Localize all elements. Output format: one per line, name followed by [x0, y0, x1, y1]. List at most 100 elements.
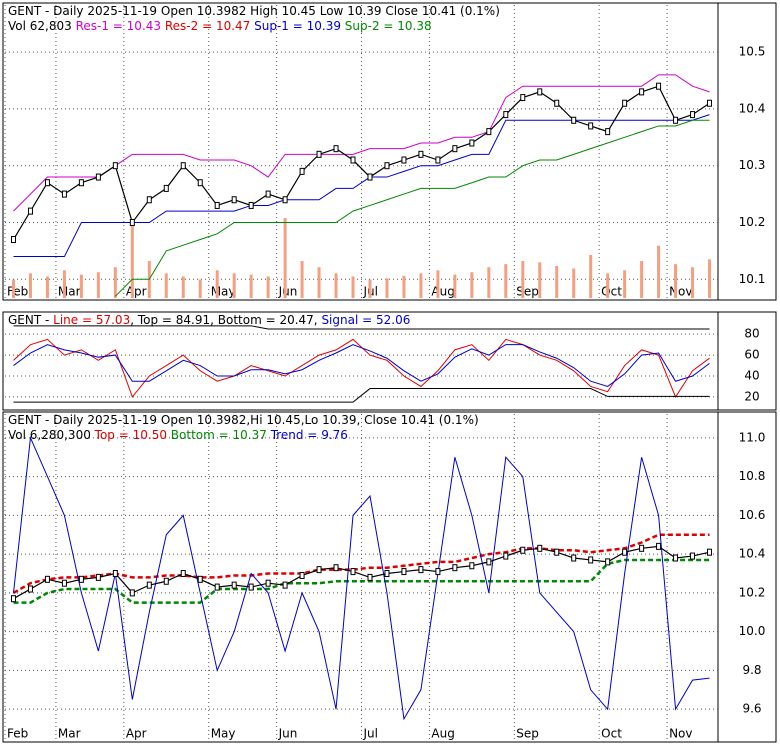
- price-candle: [163, 184, 169, 192]
- x-tick-label: Nov: [669, 727, 692, 741]
- volume-bar: [198, 279, 202, 298]
- y-tick-label: 10.8: [739, 469, 766, 483]
- price-candle: [622, 548, 628, 556]
- volume-bar: [589, 254, 593, 298]
- x-tick-label: Aug: [431, 727, 454, 741]
- x-tick-label: Nov: [669, 285, 692, 299]
- price-candle: [367, 173, 373, 181]
- volume-bar: [79, 274, 83, 298]
- price-candle: [435, 568, 441, 576]
- header-text: Vol 6,280,300: [8, 428, 91, 442]
- y-tick-label: 10.0: [739, 624, 766, 638]
- price-candle: [10, 236, 16, 244]
- x-tick-label: May: [211, 285, 236, 299]
- x-tick-label: Sep: [516, 727, 539, 741]
- volume-bar: [351, 276, 355, 298]
- volume-bar: [657, 245, 661, 298]
- price-candle: [588, 122, 594, 130]
- price-candle: [435, 156, 441, 164]
- header-text: Line = 57.03: [53, 313, 130, 327]
- series-line: [12, 533, 710, 594]
- price-candle: [180, 570, 186, 578]
- price-candle: [588, 556, 594, 564]
- price-candle: [656, 82, 662, 90]
- x-tick-label: Apr: [126, 285, 147, 299]
- price-candle: [673, 116, 679, 124]
- x-tick-label: Oct: [601, 285, 622, 299]
- volume-bar: [436, 270, 440, 298]
- volume-bar: [640, 261, 644, 298]
- price-candle: [61, 190, 67, 198]
- volume-bar: [28, 273, 32, 298]
- header-text: Trend = 9.76: [270, 428, 348, 442]
- price-candle: [95, 173, 101, 181]
- price-candle: [282, 196, 288, 204]
- y-tick-label: 9.6: [742, 702, 761, 716]
- price-candle: [146, 196, 152, 204]
- price-candle: [265, 190, 271, 198]
- volume-bar: [164, 273, 168, 298]
- series-line: [114, 119, 710, 297]
- volume-bar: [232, 273, 236, 298]
- price-candle: [231, 581, 237, 589]
- price-candle: [333, 564, 339, 572]
- price-candle: [367, 573, 373, 581]
- x-tick-label: Mar: [58, 727, 81, 741]
- y-tick-label: 10.1: [739, 272, 766, 286]
- price-candle: [486, 558, 492, 566]
- price-candle: [503, 111, 509, 119]
- price-candle: [197, 575, 203, 583]
- price-candle: [469, 139, 475, 147]
- header-line: GENT - Daily 2025-11-19 Open 10.3982 Hig…: [8, 4, 500, 18]
- volume-bar: [555, 266, 559, 298]
- series-line: [13, 325, 710, 330]
- header-text: Vol 62,803: [8, 19, 72, 33]
- header-text: Signal = 52.06: [321, 313, 410, 327]
- volume-bar: [368, 279, 372, 298]
- price-candle: [673, 554, 679, 562]
- price-candle: [571, 116, 577, 124]
- price-candle: [571, 554, 577, 562]
- price-candle: [350, 156, 356, 164]
- price-candle: [384, 162, 390, 170]
- header-text: GENT -: [8, 313, 53, 327]
- volume-bar: [623, 270, 627, 298]
- x-tick-label: Feb: [7, 285, 28, 299]
- price-candle: [163, 577, 169, 585]
- header-text: Res-2 = 10.47: [165, 19, 250, 33]
- price-candle: [44, 179, 50, 187]
- volume-bar: [538, 262, 542, 298]
- price-candle: [78, 575, 84, 583]
- price-candle: [27, 585, 33, 593]
- price-candle: [707, 548, 713, 556]
- x-tick-label: Jul: [363, 727, 378, 741]
- volume-bar: [62, 270, 66, 298]
- price-candle: [129, 589, 135, 597]
- price-candle: [707, 99, 713, 107]
- header-text: , Top = 84.91, Bottom = 20.47,: [130, 313, 321, 327]
- price-candle: [350, 568, 356, 576]
- price-candle: [95, 573, 101, 581]
- y-tick-label: 9.8: [742, 663, 761, 677]
- header-line: Vol 6,280,300 Top = 10.50 Bottom = 10.37…: [8, 428, 348, 442]
- price-candle: [622, 99, 628, 107]
- header-text: Sup-2 = 10.38: [345, 19, 432, 33]
- header-text: Sup-1 = 10.39: [254, 19, 341, 33]
- header-text: Top = 10.50: [94, 428, 167, 442]
- header-line: GENT - Daily 2025-11-19 Open 10.3982,Hi …: [8, 413, 479, 427]
- price-candle: [10, 595, 16, 603]
- price-candle: [316, 566, 322, 574]
- y-tick-label: 10.3: [739, 158, 766, 172]
- volume-bar: [266, 276, 270, 298]
- price-candle: [78, 179, 84, 187]
- price-candle: [656, 542, 662, 550]
- price-candle: [197, 179, 203, 187]
- y-tick-label: 10.4: [739, 547, 766, 561]
- volume-bar: [45, 276, 49, 298]
- price-candle: [282, 581, 288, 589]
- volume-bar: [300, 261, 304, 298]
- volume-bar: [317, 267, 321, 298]
- x-tick-label: Oct: [601, 727, 622, 741]
